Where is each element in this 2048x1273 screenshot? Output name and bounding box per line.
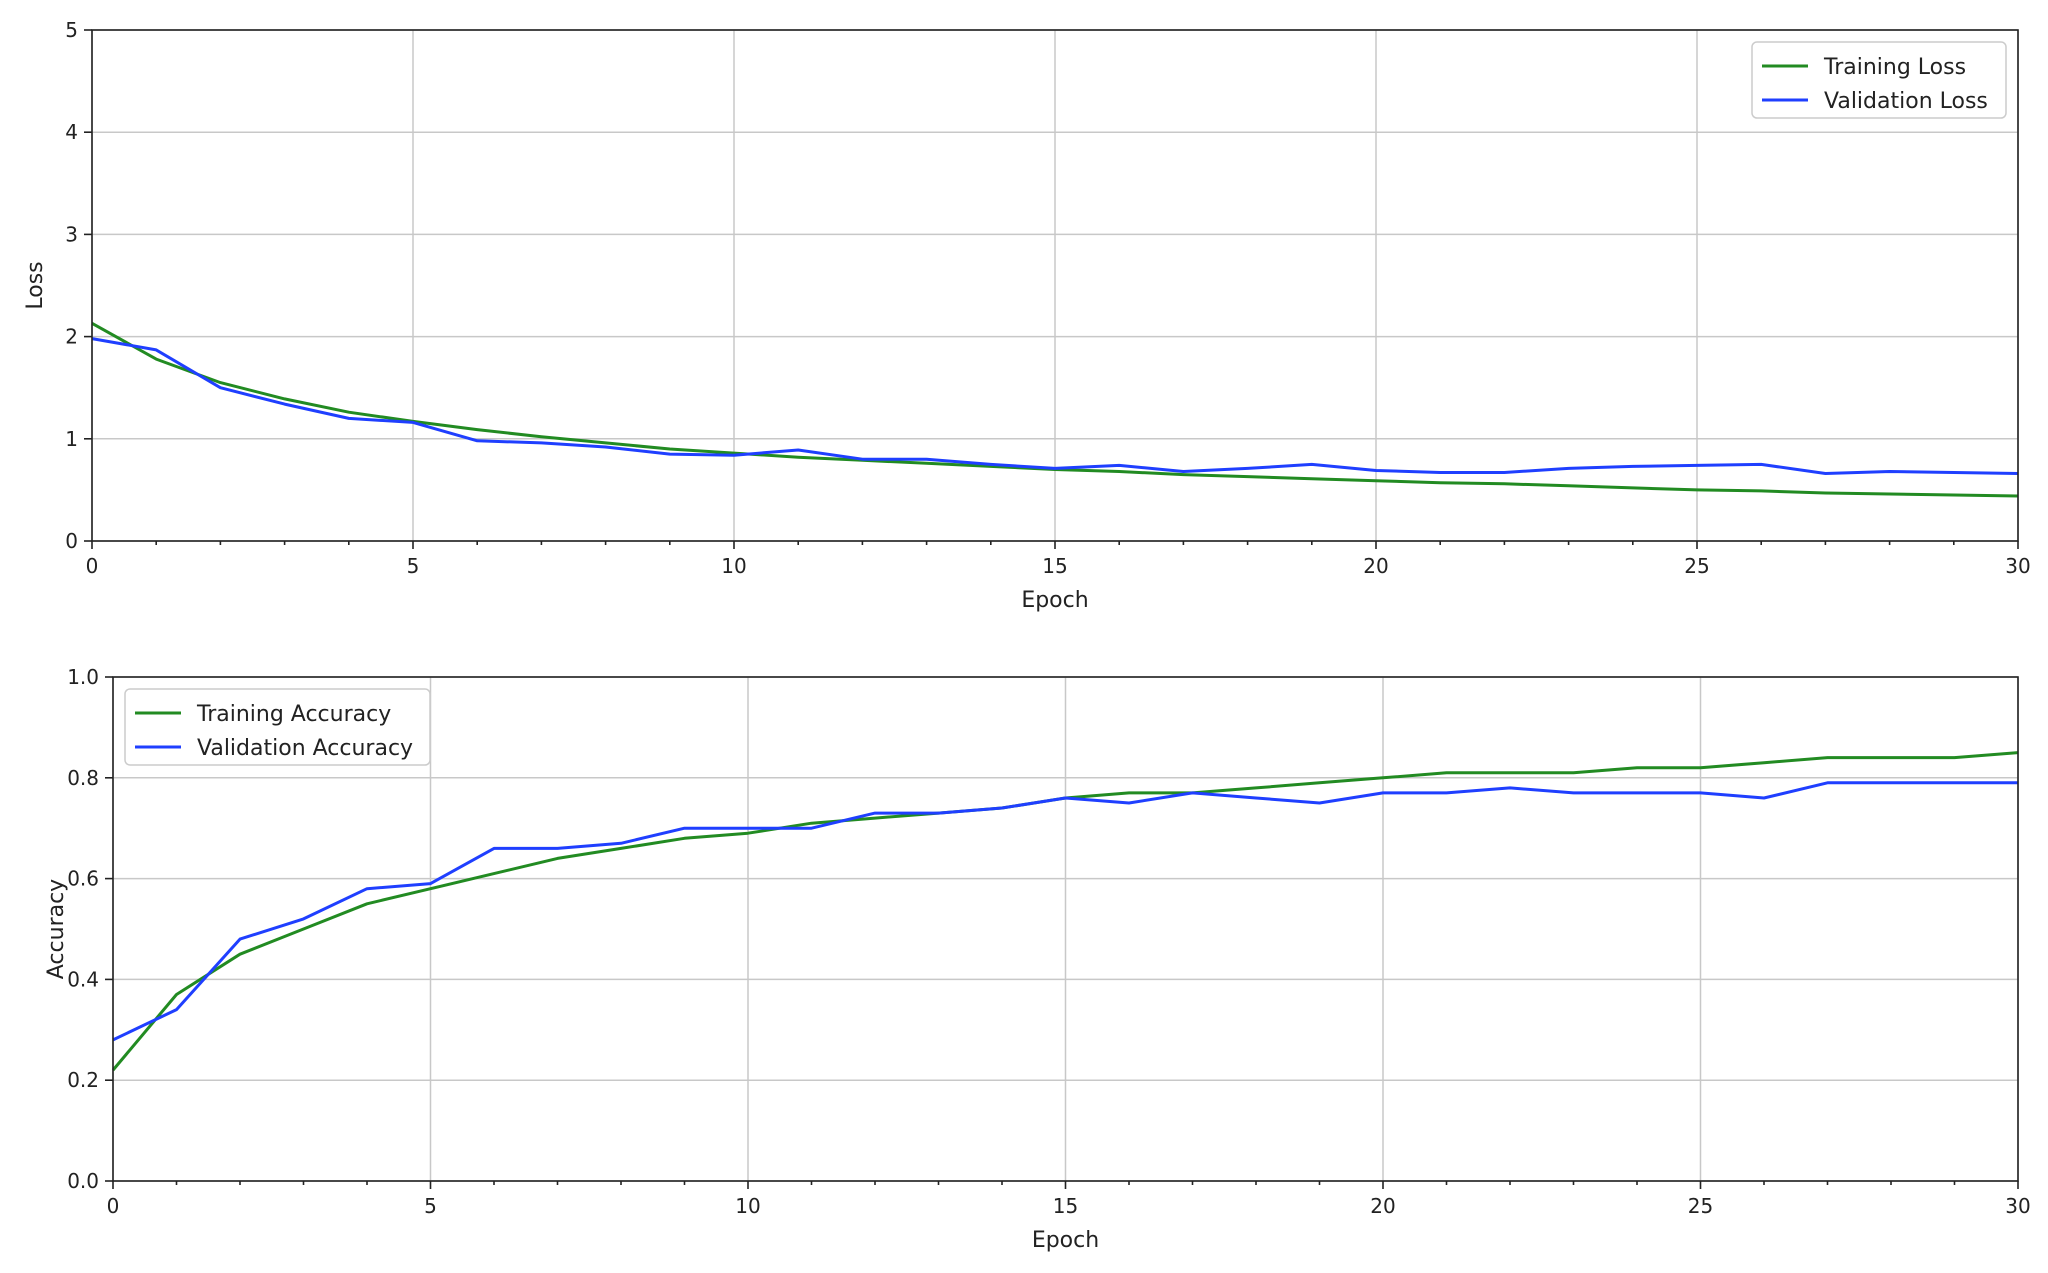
legend-label: Validation Loss — [1824, 89, 1988, 114]
y-tick-label: 1 — [65, 427, 78, 451]
x-tick-label: 30 — [2005, 554, 2030, 578]
y-tick-label: 0.2 — [67, 1068, 99, 1092]
x-tick-label: 5 — [424, 1194, 437, 1218]
x-tick-label: 15 — [1053, 1194, 1078, 1218]
x-tick-label: 20 — [1370, 1194, 1395, 1218]
y-tick-label: 0.4 — [67, 967, 99, 991]
x-tick-label: 15 — [1042, 554, 1067, 578]
y-axis-label: Loss — [23, 261, 48, 309]
legend-label: Training Accuracy — [196, 702, 391, 727]
x-tick-label: 5 — [407, 554, 420, 578]
legend-box — [124, 688, 431, 766]
x-tick-label: 0 — [107, 1194, 120, 1218]
series-line-validation-loss — [91, 337, 2019, 475]
legend-label: Training Loss — [1823, 55, 1966, 80]
x-tick-label: 30 — [2005, 1194, 2030, 1218]
legend: Training Loss Validation Loss — [1751, 41, 2007, 119]
y-tick-label: 4 — [65, 120, 78, 144]
x-tick-label: 10 — [721, 554, 746, 578]
accuracy-chart: 0 5 10 15 20 25 30 0.0 0.2 0.4 0.6 0.8 1.0 Epoch Accur… — [44, 665, 2031, 1253]
y-tick-label: 2 — [65, 325, 78, 349]
y-tick-label: 0 — [65, 529, 78, 553]
y-tick-label: 0.0 — [67, 1169, 99, 1193]
y-tick-label: 3 — [65, 222, 78, 246]
y-tick-label: 0.6 — [67, 867, 99, 891]
x-tick-label: 0 — [86, 554, 99, 578]
y-axis-label: Accuracy — [44, 879, 69, 979]
x-axis-label: Epoch — [1021, 588, 1088, 613]
loss-chart: 0 5 10 15 20 25 30 0 1 2 3 4 5 Epoch Loss Training Loss… — [23, 18, 2031, 613]
legend-box — [1751, 41, 2007, 119]
y-tick-label: 1.0 — [67, 665, 99, 689]
y-tick-label: 0.8 — [67, 766, 99, 790]
legend: Training Accuracy Validation Accuracy — [124, 688, 431, 766]
legend-label: Validation Accuracy — [197, 736, 413, 761]
y-tick-label: 5 — [65, 18, 78, 42]
x-tick-label: 25 — [1688, 1194, 1713, 1218]
x-tick-label: 10 — [735, 1194, 760, 1218]
x-tick-label: 20 — [1363, 554, 1388, 578]
x-tick-label: 25 — [1684, 554, 1709, 578]
x-axis-label: Epoch — [1032, 1228, 1099, 1253]
series-line-validation-accuracy — [112, 781, 2018, 1042]
